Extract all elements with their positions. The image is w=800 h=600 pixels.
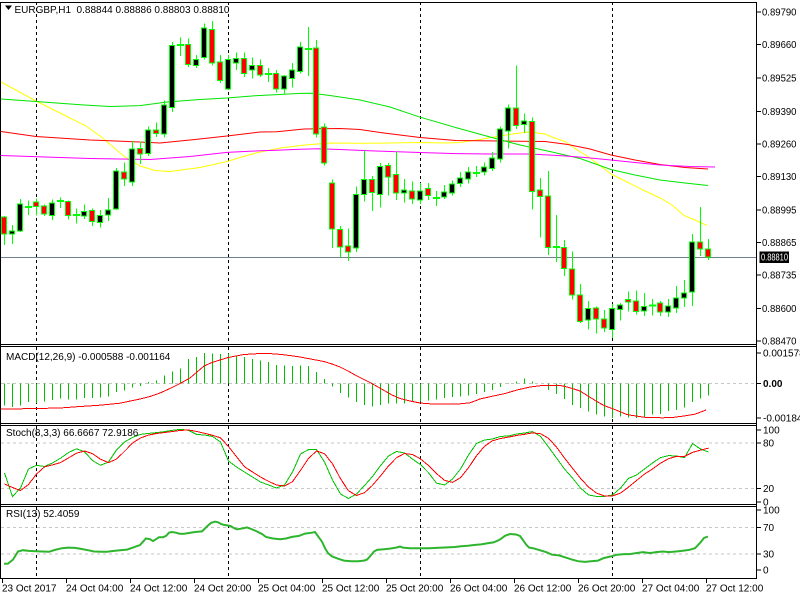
svg-text:24 Oct 20:00: 24 Oct 20:00 bbox=[194, 584, 252, 595]
svg-text:0.88810: 0.88810 bbox=[761, 253, 788, 264]
svg-text:0.88735: 0.88735 bbox=[762, 270, 797, 281]
svg-text:27 Oct 04:00: 27 Oct 04:00 bbox=[642, 584, 700, 595]
svg-text:23 Oct 2017: 23 Oct 2017 bbox=[2, 584, 57, 595]
svg-text:70: 70 bbox=[763, 523, 775, 534]
svg-text:0.88600: 0.88600 bbox=[762, 304, 797, 315]
svg-text:EURGBP,H1 0.88844 0.88886 0.8: EURGBP,H1 0.88844 0.88886 0.88803 0.8881… bbox=[15, 5, 230, 16]
svg-text:25 Oct 12:00: 25 Oct 12:00 bbox=[322, 584, 380, 595]
svg-text:0.89390: 0.89390 bbox=[762, 107, 797, 118]
svg-text:26 Oct 12:00: 26 Oct 12:00 bbox=[514, 584, 572, 595]
svg-text:RSI(13) 52.4059: RSI(13) 52.4059 bbox=[6, 509, 80, 520]
svg-text:20: 20 bbox=[763, 484, 775, 495]
svg-text:0.89525: 0.89525 bbox=[762, 74, 797, 85]
svg-text:100: 100 bbox=[763, 426, 780, 437]
svg-text:0: 0 bbox=[763, 566, 769, 577]
svg-text:0.001578: 0.001578 bbox=[763, 349, 800, 360]
svg-text:0.89130: 0.89130 bbox=[762, 172, 797, 183]
svg-text:0.88865: 0.88865 bbox=[762, 238, 797, 249]
svg-text:26 Oct 04:00: 26 Oct 04:00 bbox=[450, 584, 508, 595]
svg-text:0.88995: 0.88995 bbox=[762, 206, 797, 217]
svg-text:MACD(12,26,9) -0.000588 -0.001: MACD(12,26,9) -0.000588 -0.001164 bbox=[6, 352, 171, 363]
svg-text:0.89790: 0.89790 bbox=[762, 8, 797, 19]
svg-text:0.88470: 0.88470 bbox=[762, 337, 797, 348]
svg-text:80: 80 bbox=[763, 439, 775, 450]
svg-text:0.89260: 0.89260 bbox=[762, 140, 797, 151]
svg-text:Stoch(8,3,3) 66.6667 72.9186: Stoch(8,3,3) 66.6667 72.9186 bbox=[6, 428, 139, 439]
svg-text:0.89660: 0.89660 bbox=[762, 40, 797, 51]
svg-text:27 Oct 12:00: 27 Oct 12:00 bbox=[706, 584, 764, 595]
svg-text:30: 30 bbox=[763, 550, 775, 561]
svg-text:0: 0 bbox=[763, 498, 769, 509]
svg-text:24 Oct 12:00: 24 Oct 12:00 bbox=[130, 584, 188, 595]
svg-text:25 Oct 04:00: 25 Oct 04:00 bbox=[258, 584, 316, 595]
svg-text:26 Oct 20:00: 26 Oct 20:00 bbox=[578, 584, 636, 595]
svg-text:0.00: 0.00 bbox=[763, 379, 783, 390]
svg-text:24 Oct 04:00: 24 Oct 04:00 bbox=[66, 584, 124, 595]
svg-text:25 Oct 20:00: 25 Oct 20:00 bbox=[386, 584, 444, 595]
svg-text:100: 100 bbox=[763, 506, 780, 517]
